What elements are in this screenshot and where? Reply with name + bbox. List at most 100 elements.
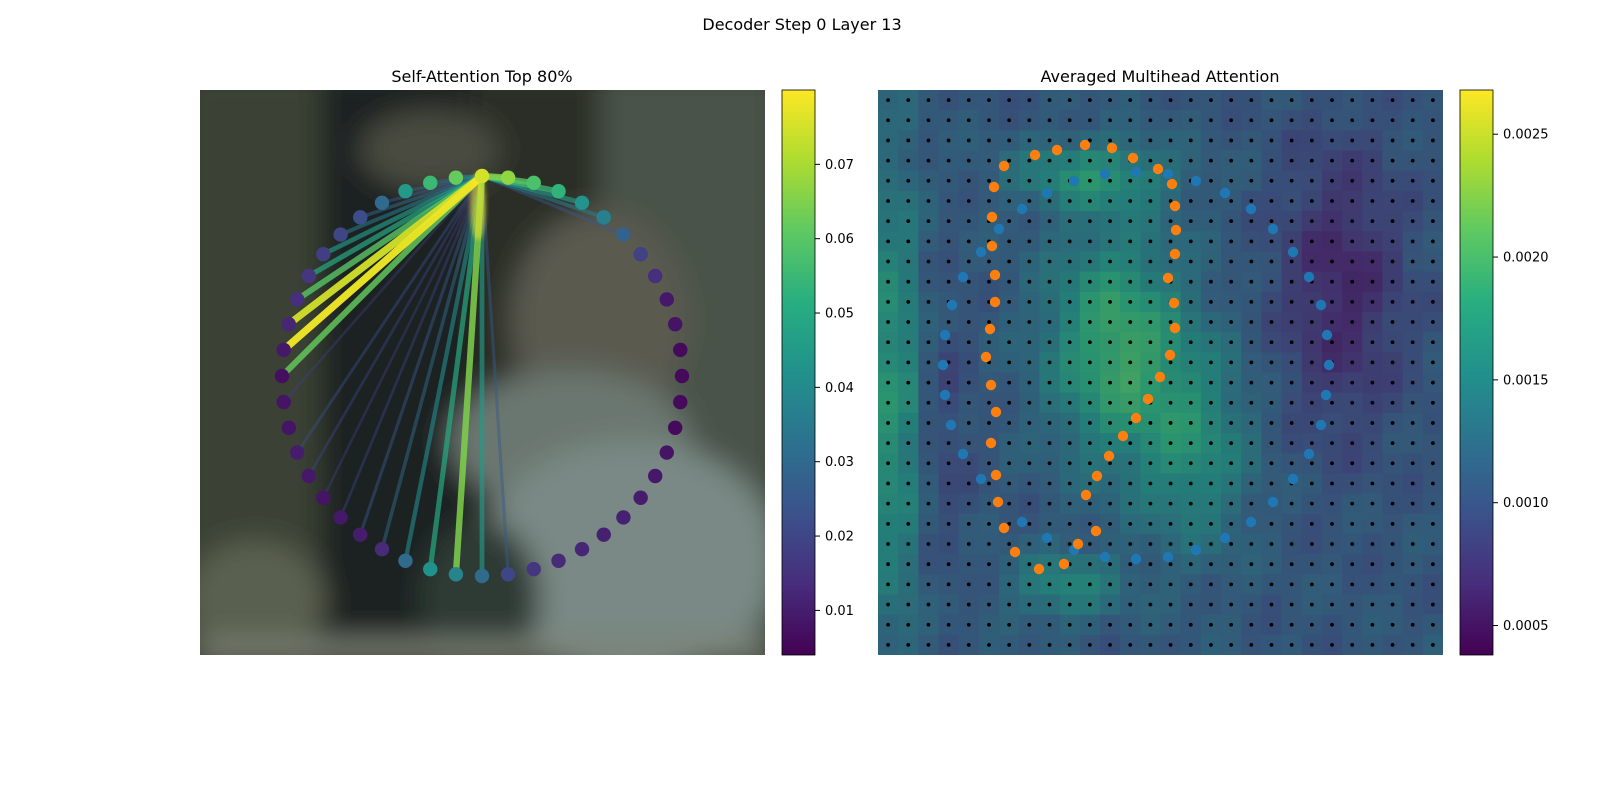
grid-dot [1007,360,1012,365]
grid-dot [1087,360,1092,365]
attention-edge [480,174,510,576]
grid-dot [886,481,890,486]
grid-dot [1148,542,1153,546]
colorbar-tick-label: 0.0025 [1503,128,1549,143]
grid-dot [946,239,951,244]
attention-node [673,342,688,358]
orange-point [998,160,1010,172]
blue-point [1320,389,1332,401]
grid-dot [1188,643,1193,647]
grid-dot [926,178,931,183]
grid-dot [1027,219,1032,224]
grid-dot [886,340,890,345]
attention-node [423,561,438,577]
grid-dot [1390,380,1395,385]
grid-dot [1269,259,1274,264]
grid-dot [1047,542,1052,546]
grid-dot [1431,340,1435,345]
grid-dot [1350,178,1355,183]
grid-dot [1390,320,1395,324]
grid-dot [1410,279,1415,284]
grid-dot [1431,299,1435,304]
grid-dot [1249,602,1254,607]
grid-dot [1431,461,1435,466]
grid-dot [1431,521,1435,526]
grid-dot [1148,199,1153,203]
orange-point-series [980,139,1182,575]
grid-dot [1350,360,1355,365]
grid-dot [1047,239,1052,244]
grid-dot [1390,98,1395,102]
grid-dot [1289,299,1294,304]
grid-dot [1027,340,1032,345]
grid-dot [1047,481,1052,486]
colorbar-tick-label: 0.07 [825,158,854,173]
grid-dot [1370,380,1375,385]
grid-dot [1128,421,1133,425]
grid-dot [1330,421,1334,425]
grid-dot [1047,622,1052,627]
grid-dot [1370,643,1375,647]
grid-dot [1390,542,1395,546]
grid-dot [926,320,931,324]
grid-dot [1047,340,1052,345]
grid-dot [1209,501,1213,506]
grid-dot [966,582,971,587]
orange-point [986,211,998,223]
grid-dot [1390,461,1395,466]
grid-dot [926,199,931,203]
grid-dot [1370,320,1375,324]
orange-point [1170,224,1182,236]
blue-point [1267,496,1279,508]
grid-dot [1087,259,1092,264]
grid-dot [1370,259,1375,264]
grid-dot [1249,501,1254,506]
grid-dot [1027,239,1032,244]
grid-dot [1431,98,1435,102]
grid-dot [1209,299,1213,304]
orange-point [986,240,998,252]
orange-point [1169,200,1181,212]
grid-dot [1390,481,1395,486]
grid-dot [1067,158,1072,163]
grid-dot [1269,239,1274,244]
grid-dot [906,582,911,587]
grid-dot [1087,118,1092,123]
grid-dot [1269,178,1274,183]
grid-dot [1027,158,1032,163]
grid-dot [1168,98,1173,102]
grid-dot [1350,239,1355,244]
grid-dot [946,259,951,264]
grid-dot [1249,421,1254,425]
grid-dot [946,582,951,587]
grid-dot [1168,602,1173,607]
grid-dot [1087,643,1092,647]
grid-dot [1410,461,1415,466]
grid-dot [1108,219,1112,224]
grid-dot [906,219,911,224]
blue-point [1099,168,1111,180]
grid-dot [906,239,911,244]
grid-dot [926,542,931,546]
grid-dot [886,501,890,506]
grid-dot [1330,521,1334,526]
grid-dot [1390,582,1395,587]
grid-dot [1188,158,1193,163]
grid-dot [1309,118,1314,123]
blue-point [945,419,957,431]
grid-dot [1148,562,1153,567]
grid-dot [1330,542,1334,546]
grid-dot [1087,178,1092,183]
grid-dot [886,562,890,567]
grid-dot [1410,481,1415,486]
grid-dot [1269,360,1274,365]
grid-dot [1087,199,1092,203]
orange-point [1130,412,1142,424]
orange-point [980,351,992,363]
grid-dot [1168,562,1173,567]
orange-point [1058,558,1070,570]
grid-dot [1027,138,1032,143]
grid-dot [1269,219,1274,224]
grid-dot [1350,542,1355,546]
grid-dot [1289,461,1294,466]
